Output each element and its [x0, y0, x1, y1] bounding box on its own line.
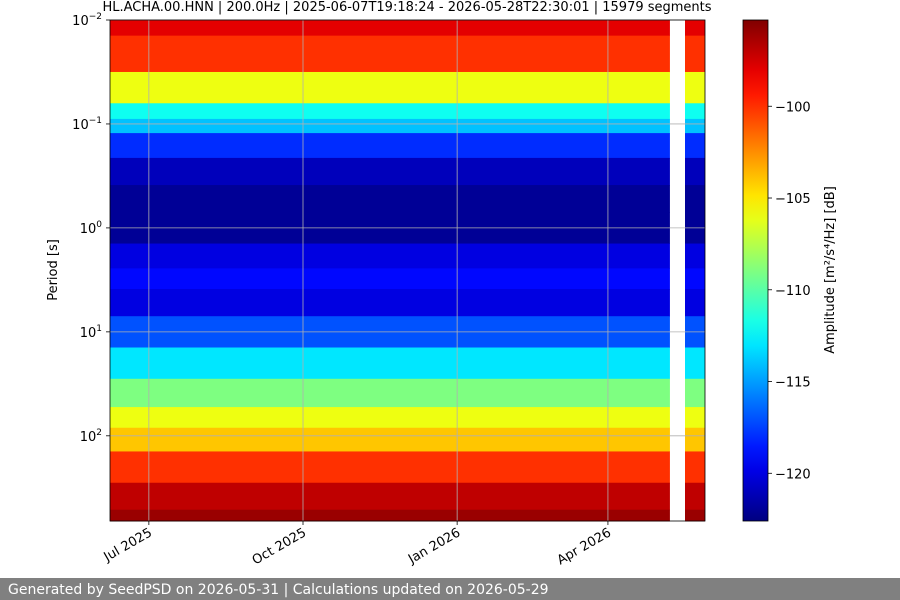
- colorbar: [742, 19, 769, 522]
- spectrogram-band: [684, 347, 705, 380]
- spectrogram-band: [110, 157, 670, 186]
- spectrogram-band: [684, 378, 705, 408]
- y-tick-exponent: −2: [89, 12, 102, 22]
- chart-title: HL.ACHA.00.HNN | 200.0Hz | 2025-06-07T19…: [102, 0, 711, 15]
- y-tick-label: 100: [80, 220, 103, 237]
- spectrogram-band: [110, 509, 670, 522]
- spectrogram-band: [110, 268, 670, 290]
- y-tick-exponent: 2: [96, 428, 102, 438]
- spectrogram-band: [110, 378, 670, 408]
- spectrogram-band: [684, 103, 705, 120]
- spectrogram-band: [684, 20, 705, 37]
- spectrogram-band: [684, 71, 705, 104]
- spectrogram-band: [684, 268, 705, 290]
- y-tick-base: 10: [80, 430, 97, 445]
- plot-frame: [109, 19, 706, 522]
- spectrogram-band: [684, 451, 705, 484]
- y-tick-exponent: −1: [89, 116, 102, 126]
- spectrogram-band: [110, 289, 670, 317]
- spectrogram-band: [110, 347, 670, 380]
- y-tick-exponent: 1: [96, 324, 102, 334]
- spectrogram-band: [110, 185, 670, 213]
- x-tick-label: Apr 2026: [555, 525, 614, 568]
- colorbar-tick-label: −110: [775, 284, 811, 299]
- spectrogram-band: [110, 35, 670, 73]
- spectrogram-band: [684, 157, 705, 186]
- y-tick-base: 10: [80, 222, 97, 237]
- colorbar-tick-label: −120: [775, 467, 811, 482]
- y-tick-label: 10−2: [72, 12, 102, 29]
- y-tick-base: 10: [72, 14, 89, 29]
- spectrogram-band: [684, 509, 705, 522]
- x-tick-label: Jul 2025: [101, 525, 155, 565]
- y-tick-label: 10−1: [72, 116, 102, 133]
- spectrogram-band: [684, 133, 705, 159]
- y-tick-label: 102: [80, 428, 102, 445]
- spectrogram-band: [110, 243, 670, 269]
- spectrogram-band: [684, 289, 705, 317]
- spectrogram-band: [110, 482, 670, 511]
- spectrogram-band: [684, 185, 705, 213]
- colorbar-tick-label: −100: [775, 100, 811, 115]
- footer-bar: [0, 578, 900, 600]
- spectrogram-band: [110, 71, 670, 104]
- spectrogram-band: [684, 407, 705, 429]
- spectrogram-band: [110, 427, 670, 452]
- y-tick-base: 10: [72, 118, 89, 133]
- spectrogram-band: [110, 451, 670, 484]
- spectrogram-band: [684, 427, 705, 452]
- spectrogram-band: [110, 118, 670, 134]
- x-tick-label: Jan 2026: [405, 525, 463, 567]
- spectrogram-band: [684, 482, 705, 511]
- spectrogram-band: [110, 20, 670, 37]
- spectrogram-band: [110, 133, 670, 159]
- y-axis-label: Period [s]: [46, 239, 61, 301]
- spectrogram-band: [110, 103, 670, 120]
- x-tick-label: Oct 2025: [250, 525, 309, 568]
- colorbar-label: Amplitude [m²/s⁴/Hz] [dB]: [823, 186, 838, 354]
- spectrogram-band: [684, 35, 705, 73]
- spectrogram-band: [110, 407, 670, 429]
- spectrogram-band: [684, 243, 705, 269]
- y-tick-base: 10: [80, 326, 97, 341]
- y-tick-exponent: 0: [96, 220, 102, 230]
- colorbar-tick-label: −115: [775, 376, 811, 391]
- footer-text: Generated by SeedPSD on 2026-05-31 | Cal…: [8, 582, 549, 598]
- spectrogram-band: [684, 118, 705, 134]
- colorbar-tick-label: −105: [775, 192, 811, 207]
- y-tick-label: 101: [80, 324, 102, 341]
